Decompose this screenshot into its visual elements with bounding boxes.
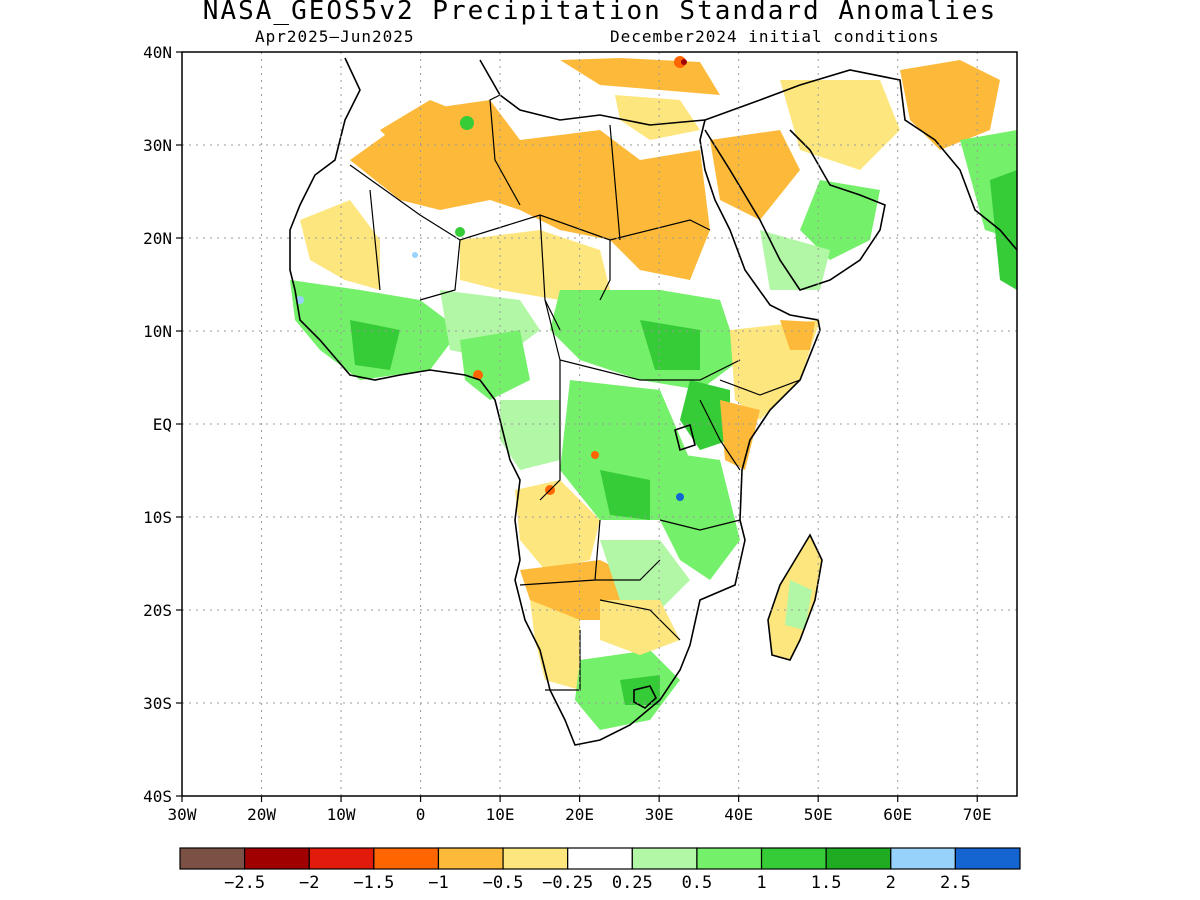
colorbar-label: 1: [756, 873, 766, 893]
lon-label: 70E: [963, 805, 992, 824]
colorbar-swatch: [631, 847, 698, 870]
forecast-period: Apr2025–Jun2025: [255, 27, 415, 46]
lat-label: 20S: [143, 601, 172, 620]
colorbar-label: 2: [886, 873, 896, 893]
colorbar-swatch: [244, 847, 310, 870]
lat-label: EQ: [153, 415, 172, 434]
lon-label: 30W: [168, 805, 197, 824]
longitude-axis: 30W 20W 10W 0 10E 20E 30E 40E 50E 60E 70E: [168, 796, 992, 824]
initial-conditions: December2024 initial conditions: [610, 27, 940, 46]
lon-label: 40E: [724, 805, 753, 824]
colorbar-label: −0.25: [542, 873, 593, 893]
colorbar-label: 0.25: [612, 873, 653, 893]
lon-label: 0: [416, 805, 426, 824]
coastlines: [289, 57, 1017, 746]
colorbar-swatch: [502, 847, 569, 870]
map-title: NASA_GEOS5v2 Precipitation Standard Anom…: [202, 0, 998, 26]
lon-label: 60E: [883, 805, 912, 824]
colorbar-swatch: [760, 847, 827, 870]
lon-label: 50E: [804, 805, 833, 824]
gridlines: [182, 52, 1017, 796]
lat-label: 10S: [143, 508, 172, 527]
colorbar-swatch: [696, 847, 763, 870]
latitude-axis: 40N 30N 20N 10N EQ 10S 20S 30S 40S: [143, 43, 182, 806]
lat-label: 40N: [143, 43, 172, 62]
lat-label: 40S: [143, 787, 172, 806]
colorbar-swatch: [179, 847, 246, 870]
anomaly-shading: [288, 56, 1017, 745]
lon-label: 20W: [247, 805, 276, 824]
lon-label: 20E: [565, 805, 594, 824]
lat-label: 10N: [143, 322, 172, 341]
colorbar-swatch: [567, 847, 633, 870]
colorbar-swatch: [825, 847, 892, 870]
colorbar-label: 0.5: [682, 873, 713, 893]
lon-label: 30E: [645, 805, 674, 824]
lon-label: 10W: [327, 805, 356, 824]
colorbar-label: 2.5: [940, 873, 971, 893]
lat-label: 30S: [143, 694, 172, 713]
colorbar-label: −0.5: [483, 873, 524, 893]
lon-label: 10E: [486, 805, 515, 824]
colorbar-label: −1: [428, 873, 448, 893]
colorbar-swatch: [308, 847, 375, 870]
colorbar-swatch: [373, 847, 440, 870]
colorbar-swatch: [890, 847, 956, 870]
colorbar-label: −2.5: [224, 873, 265, 893]
lat-label: 30N: [143, 136, 172, 155]
lat-label: 20N: [143, 229, 172, 248]
colorbar-swatch: [954, 847, 1021, 870]
colorbar-label: 1.5: [811, 873, 842, 893]
colorbar-swatch: [437, 847, 504, 870]
colorbar-label: −2: [299, 873, 319, 893]
colorbar: −2.5 −2 −1.5 −1 −0.5 −0.25 0.25 0.5 1 1.5 2 2.5: [179, 847, 1021, 893]
country-borders: [349, 94, 801, 691]
colorbar-label: −1.5: [353, 873, 394, 893]
